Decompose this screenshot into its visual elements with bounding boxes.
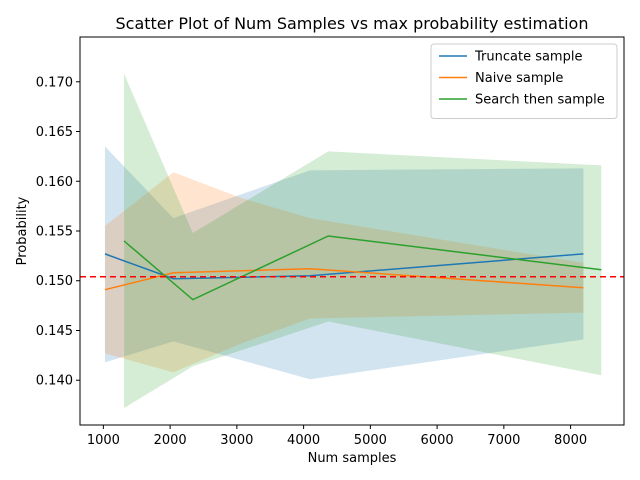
y-axis-ticks: 0.140 0.145 0.150 0.155 0.160 0.165 0.170 [36,75,80,389]
y-tick-label: 0.155 [36,225,73,240]
legend-label: Truncate sample [474,50,582,65]
y-tick-label: 0.165 [36,125,73,140]
y-tick-label: 0.140 [36,374,73,389]
x-tick-label: 3000 [220,433,253,448]
y-tick-label: 0.145 [36,324,73,339]
legend-box [430,43,618,119]
legend-label: Naive sample [475,71,563,86]
x-tick-label: 2000 [154,433,187,448]
x-tick-label: 5000 [354,433,387,448]
x-tick-label: 7000 [487,433,520,448]
confidence-band-0 [104,146,584,380]
x-tick-label: 6000 [421,433,454,448]
x-axis-label: Num samples [308,451,397,466]
y-tick-label: 0.170 [36,75,73,90]
x-tick-label: 1000 [87,433,120,448]
y-axis-label: Probability [15,196,30,265]
series-line-2 [123,235,602,301]
chart-title: Scatter Plot of Num Samples vs max proba… [116,14,589,33]
series-line-1 [104,268,584,291]
y-tick-label: 0.150 [36,274,73,289]
y-tick-label: 0.160 [36,175,73,190]
x-tick-label: 8000 [554,433,587,448]
legend: Truncate sample Naive sample Search then s… [430,43,618,119]
legend-label: Search then sample [475,93,605,108]
x-axis-ticks: 1000 2000 3000 4000 5000 6000 7000 8000 [87,425,587,448]
x-tick-label: 4000 [287,433,320,448]
